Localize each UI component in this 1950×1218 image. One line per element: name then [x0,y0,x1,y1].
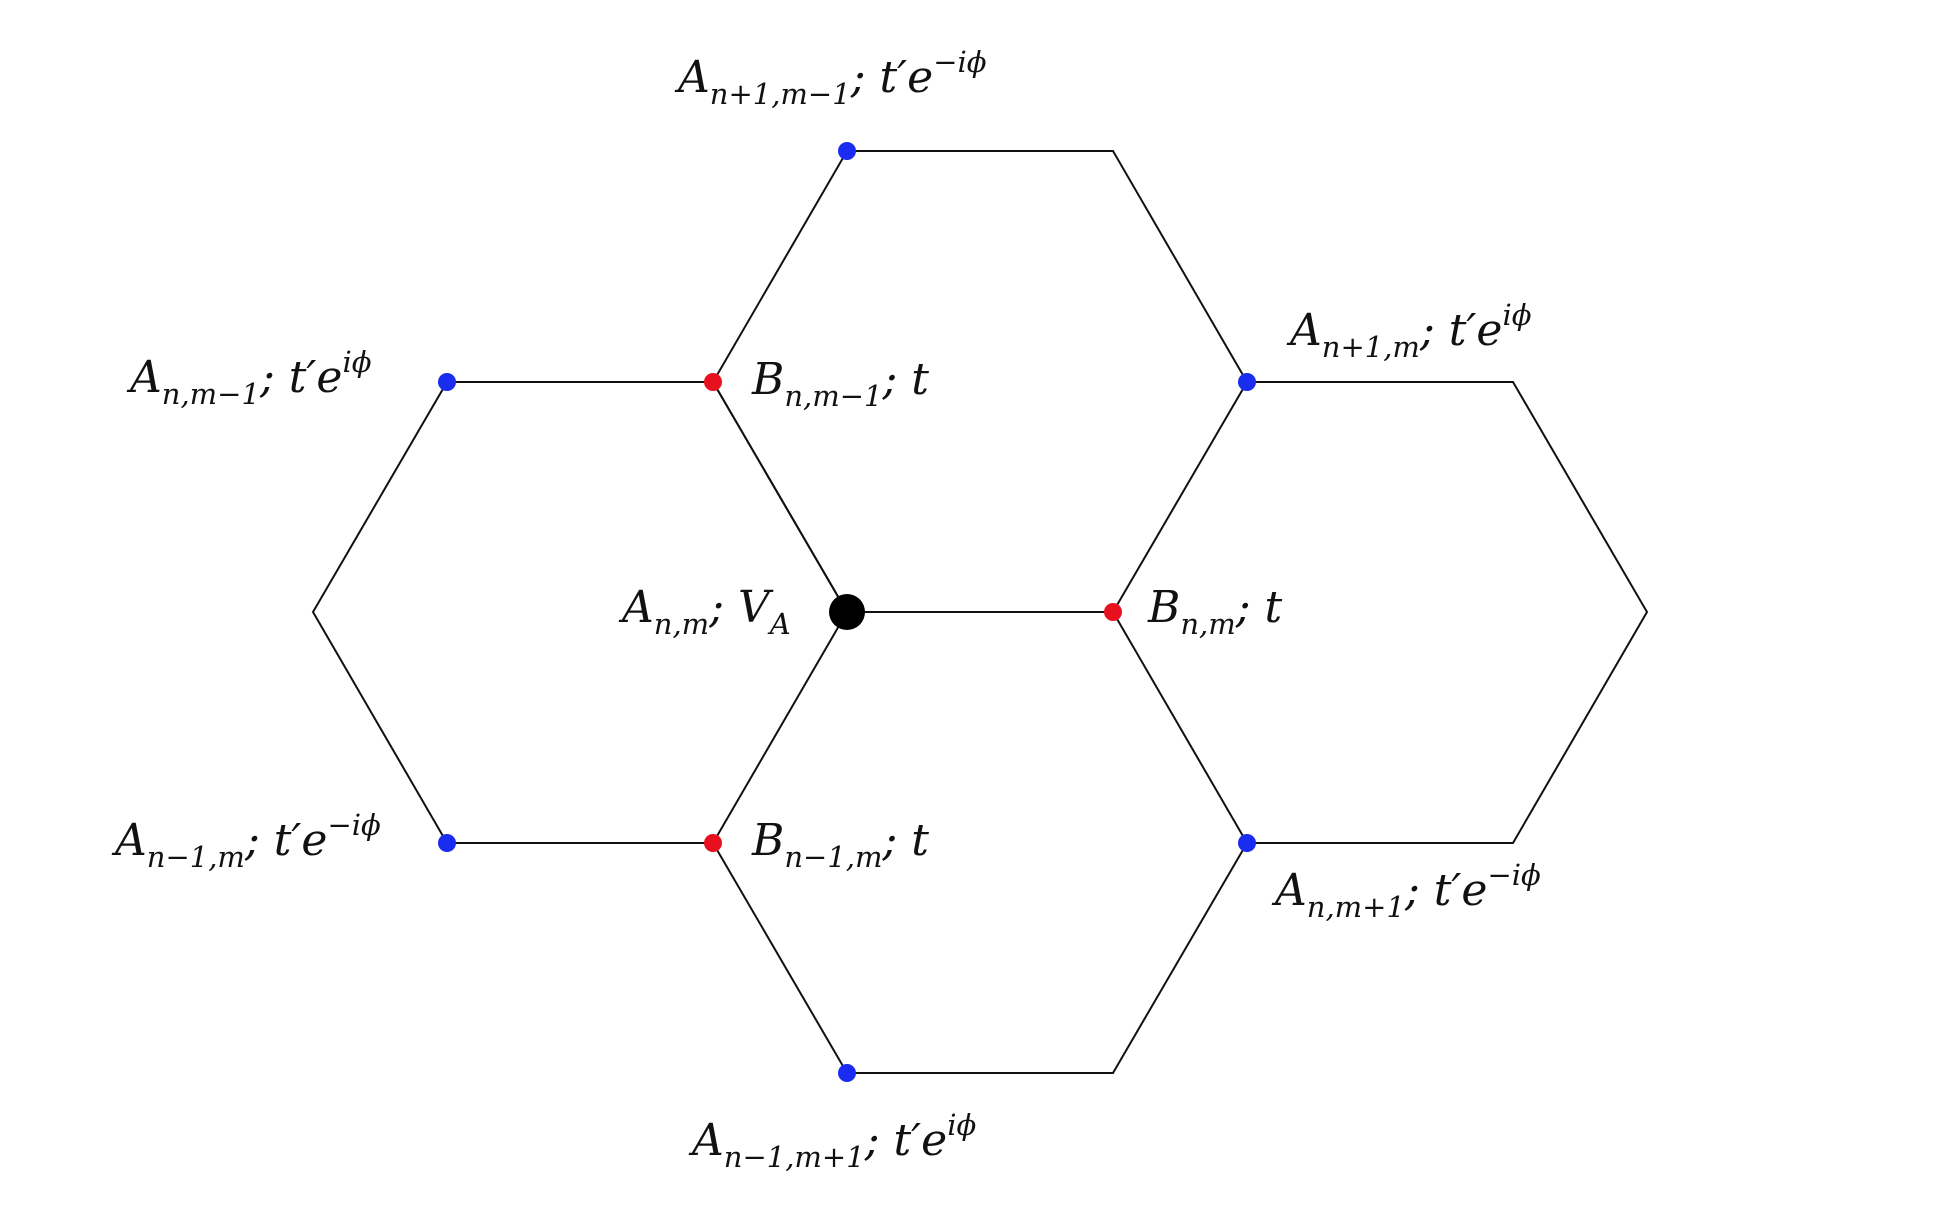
site-a-n-m-1 [438,373,456,391]
label-a-n+1-m: An+1,m; t′eiϕ [1286,298,1532,364]
site-a-n-m-center [829,594,865,630]
label-b-n-m-1: Bn,m−1; t [751,354,929,413]
site-a-n-m+1 [1238,834,1256,852]
label-a-n+1-m-1: An+1,m−1; t′e−iϕ [674,45,987,111]
label-a-n-m-1: An,m−1; t′eiϕ [126,345,372,411]
site-a-n-1-m+1 [838,1064,856,1082]
label-a-n-1-m+1: An−1,m+1; t′eiϕ [688,1108,976,1174]
site-a-n+1-m-1 [838,142,856,160]
label-b-n-1-m: Bn−1,m; t [751,815,929,874]
lattice-sites [438,142,1256,1082]
site-a-n-1-m [438,834,456,852]
site-b-n-m-1 [704,373,722,391]
label-a-n-1-m: An−1,m; t′e−iϕ [111,808,381,874]
site-b-n-1-m [704,834,722,852]
hexagon-bottom [712,842,1248,1074]
site-b-n-m [1104,603,1122,621]
site-labels: An+1,m−1; t′e−iϕ An+1,m; t′eiϕ An,m−1; t… [111,45,1541,1174]
label-a-n-m+1: An,m+1; t′e−iϕ [1271,858,1541,924]
hexagon-right [1112,381,1649,844]
label-b-n-m: Bn,m; t [1147,582,1283,641]
lattice-edges [311,150,1649,1074]
label-a-n-m: An,m; VA [618,582,791,641]
site-a-n+1-m [1238,373,1256,391]
